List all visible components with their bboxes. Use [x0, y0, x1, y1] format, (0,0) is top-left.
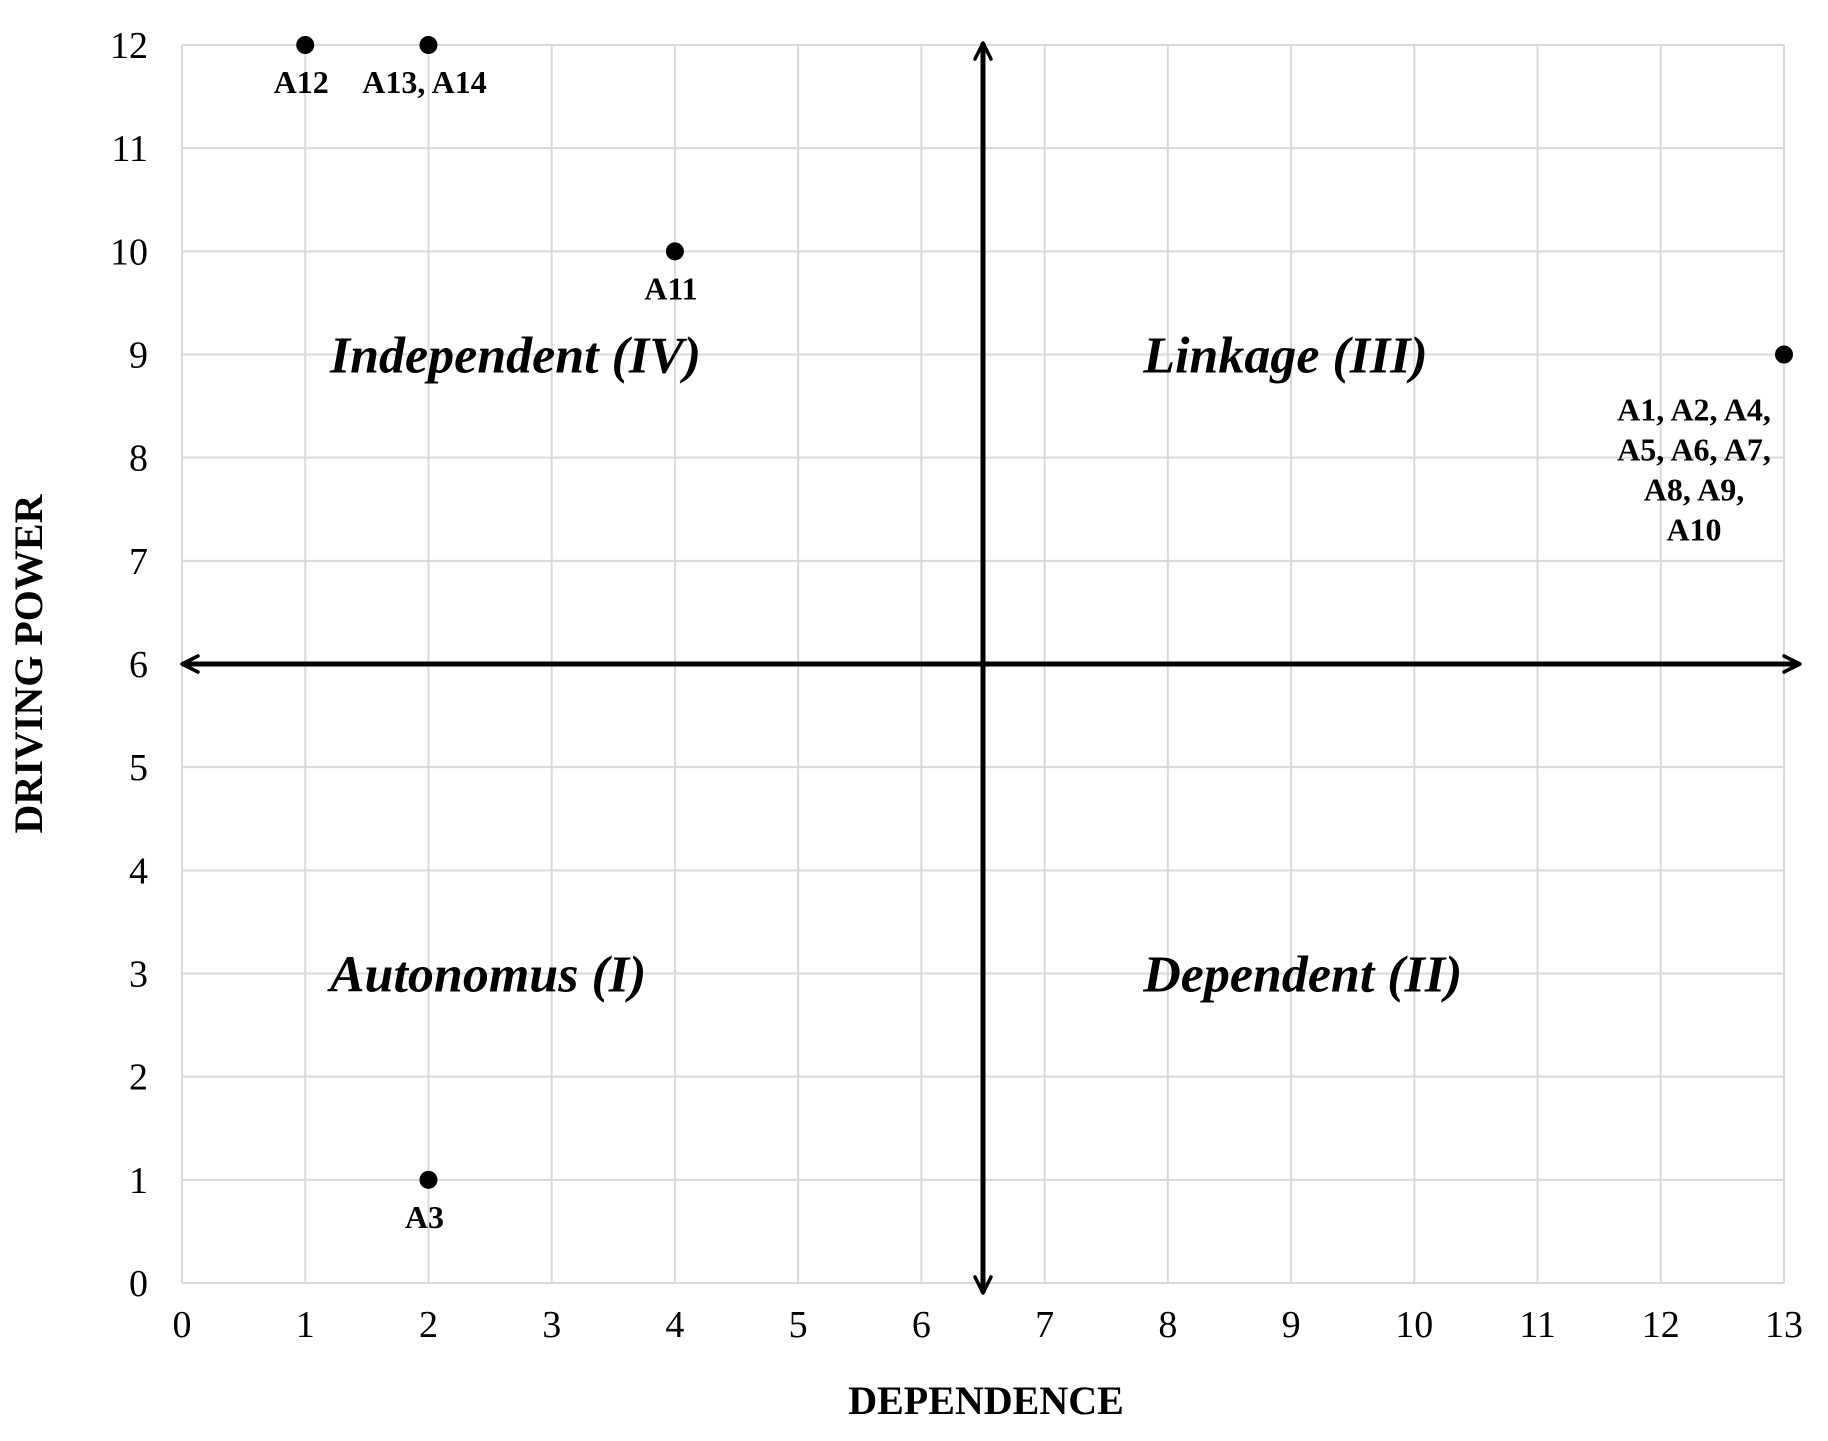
- point-labels: A12 A13, A14 A11 A1, A2, A4, A5, A6, A7, A8, …: [274, 64, 1771, 1235]
- y-tick-label: 12: [110, 25, 148, 67]
- y-tick-label: 11: [111, 128, 148, 170]
- y-tick-label: 7: [129, 541, 148, 583]
- x-tick-label: 3: [542, 1304, 561, 1346]
- data-point: [665, 242, 684, 261]
- data-point: [419, 1170, 438, 1189]
- x-tick-label: 12: [1642, 1304, 1680, 1346]
- point-label: A10: [1666, 512, 1721, 548]
- data-point: [419, 36, 438, 54]
- y-tick-label: 3: [129, 954, 148, 996]
- quadrant-label-iii: Linkage (III): [1142, 328, 1428, 385]
- data-points: [296, 36, 1793, 1189]
- x-tick-label: 13: [1765, 1304, 1803, 1346]
- quadrant-label-i: Autonomus (I): [327, 947, 646, 1004]
- y-tick-label: 0: [129, 1263, 148, 1305]
- y-tick-label: 1: [129, 1160, 148, 1202]
- x-tick-label: 9: [1282, 1304, 1301, 1346]
- y-tick-label: 5: [129, 747, 148, 789]
- x-tick-label: 1: [296, 1304, 315, 1346]
- x-tick-label: 2: [419, 1304, 438, 1346]
- point-label: A3: [405, 1199, 444, 1235]
- x-tick-label: 10: [1395, 1304, 1433, 1346]
- quadrant-labels: Independent (IV) Linkage (III) Autonomus (…: [327, 328, 1463, 1004]
- x-tick-label: 11: [1519, 1304, 1556, 1346]
- x-tick-label: 6: [912, 1304, 931, 1346]
- point-label: A5, A6, A7,: [1617, 432, 1771, 468]
- data-point: [1775, 345, 1793, 364]
- quadrant-dividers: [180, 41, 1802, 1295]
- x-tick-label: 8: [1158, 1304, 1177, 1346]
- point-label: A11: [644, 270, 697, 306]
- quadrant-label-iv: Independent (IV): [329, 328, 701, 385]
- y-tick-label: 6: [129, 644, 148, 686]
- y-tick-label: 4: [129, 850, 148, 892]
- y-axis-title: DRIVING POWER: [6, 493, 51, 833]
- y-tick-label: 2: [129, 1057, 148, 1099]
- point-label: A13, A14: [362, 64, 486, 100]
- x-tick-label: 7: [1035, 1304, 1054, 1346]
- x-axis-title: DEPENDENCE: [848, 1378, 1124, 1423]
- y-tick-label: 10: [110, 231, 148, 273]
- x-tick-label: 4: [665, 1304, 684, 1346]
- data-point: [296, 36, 315, 54]
- x-tick-label: 5: [789, 1304, 808, 1346]
- x-tick-label: 0: [173, 1304, 192, 1346]
- point-label: A1, A2, A4,: [1617, 392, 1771, 428]
- point-label: A12: [274, 64, 329, 100]
- quadrant-label-ii: Dependent (II): [1142, 947, 1462, 1004]
- point-label: A8, A9,: [1644, 472, 1744, 508]
- y-tick-label: 8: [129, 438, 148, 480]
- y-tick-label: 9: [129, 335, 148, 377]
